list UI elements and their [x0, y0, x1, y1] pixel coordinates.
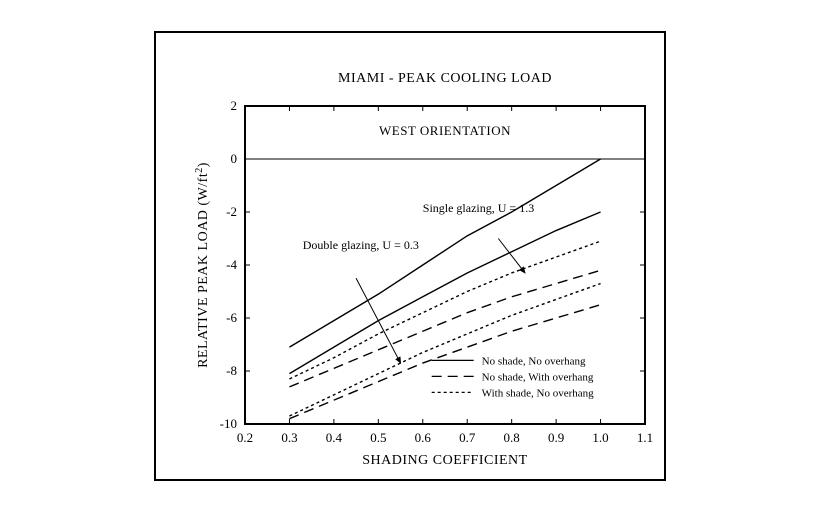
chart-title: MIAMI - PEAK COOLING LOAD — [338, 71, 552, 86]
y-tick-label: -6 — [226, 310, 237, 325]
legend-label: With shade, No overhang — [482, 387, 594, 399]
y-tick-label: -4 — [226, 257, 237, 272]
x-tick-label: 1.1 — [637, 430, 653, 445]
anno-single: Single glazing, U = 1.3 — [423, 201, 534, 215]
x-tick-label: 0.2 — [237, 430, 253, 445]
legend-label: No shade, With overhang — [482, 371, 594, 383]
series-single-noshade-noov — [289, 159, 600, 347]
x-axis-label: SHADING COEFFICIENT — [362, 453, 527, 468]
x-tick-label: 1.0 — [592, 430, 608, 445]
x-tick-label: 0.8 — [504, 430, 520, 445]
y-tick-label: -10 — [220, 416, 237, 431]
x-tick-label: 0.4 — [326, 430, 343, 445]
y-tick-label: 2 — [231, 98, 238, 113]
x-tick-label: 0.6 — [415, 430, 432, 445]
series-single-noshade-withov — [289, 270, 600, 387]
y-tick-label: -2 — [226, 204, 237, 219]
x-tick-label: 0.7 — [459, 430, 476, 445]
y-tick-label: 0 — [231, 151, 238, 166]
x-tick-label: 0.9 — [548, 430, 564, 445]
x-tick-label: 0.5 — [370, 430, 386, 445]
chart-subtitle: WEST ORIENTATION — [379, 123, 511, 138]
anno-double: Double glazing, U = 0.3 — [303, 238, 419, 252]
series-double-noshade-noov — [289, 212, 600, 374]
x-tick-label: 0.3 — [281, 430, 297, 445]
legend-label: No shade, No overhang — [482, 355, 586, 367]
y-axis-label: RELATIVE PEAK LOAD (W/ft2) — [194, 162, 212, 368]
y-tick-label: -8 — [226, 363, 237, 378]
